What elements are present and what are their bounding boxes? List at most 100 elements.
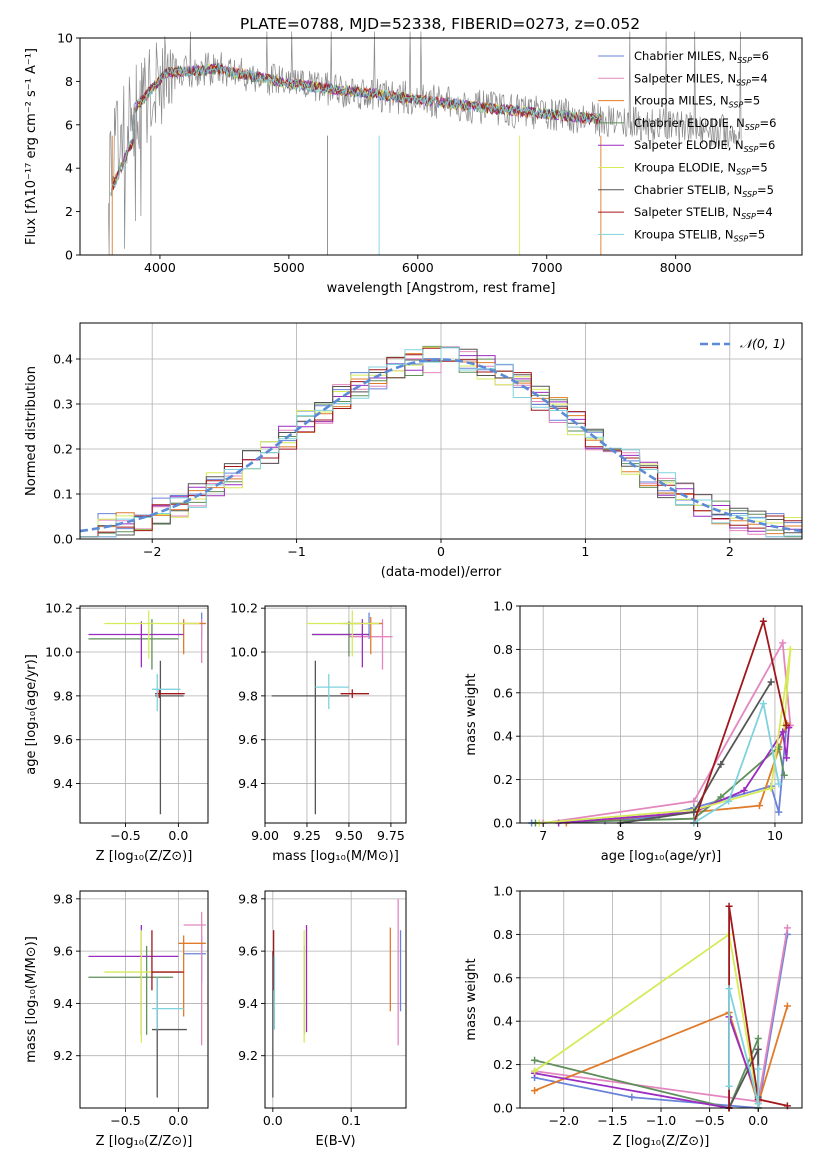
mass-weight-vs-age-marker — [779, 728, 787, 736]
age-vs-mass-grid — [264, 606, 406, 823]
legend-entry-name: Salpeter MILES, N — [634, 71, 736, 85]
mass-weight-vs-Z-line-salpeter-elodie — [534, 1016, 760, 1110]
spectrum-ytick-label: 10 — [57, 31, 73, 46]
spectrum-ytick-label: 0 — [65, 248, 73, 263]
mass-vs-Z-ytick-label: 9.6 — [53, 944, 73, 959]
residuals-ytick-label: 0.3 — [53, 397, 73, 412]
age-vs-mass-ytick-label: 9.4 — [238, 776, 258, 791]
age-vs-Z-point-salpeter-stelib — [155, 689, 185, 699]
mass-weight-vs-age-marker — [690, 808, 698, 816]
mass-vs-Z-xtick-label: −0.5 — [110, 1113, 140, 1128]
mass-vs-ebv-panel: 0.0 0.1 9.2 9.4 9.6 9.8 E(B-V) — [238, 890, 407, 1149]
age-vs-Z-xtick-label: −0.5 — [110, 828, 140, 843]
age-vs-Z-xlabel: Z [log₁₀(Z/Z⊙)] — [96, 849, 193, 864]
legend-entry-name: Chabrier STELIB, N — [634, 183, 742, 197]
mass-weight-vs-age-frame — [519, 605, 803, 824]
age-vs-Z-ytick-label: 9.4 — [53, 776, 73, 791]
age-vs-mass-point-chabrier-stelib — [271, 660, 349, 815]
mass-weight-vs-age-xtick-label: 7 — [539, 828, 547, 843]
mass-weight-vs-Z-line-kroupa-elodie — [534, 932, 760, 1104]
age-vs-mass-xtick-label: 9.00 — [251, 828, 279, 843]
legend-entry-value: =5 — [751, 161, 768, 175]
mass-weight-vs-Z-ytick-label: 0.2 — [493, 1057, 513, 1072]
residuals-ytick-label: 0.1 — [53, 487, 73, 502]
mass-weight-vs-Z-marker — [754, 1065, 762, 1073]
residuals-ytick-label: 0.0 — [53, 532, 73, 547]
model-spectrum-kroupa-stelib — [110, 62, 602, 197]
mass-weight-vs-Z-marker — [754, 1035, 762, 1043]
legend-entry-sub: SSP — [729, 101, 744, 110]
residuals-ylabel: Normed distribution — [24, 366, 39, 496]
mass-weight-vs-Z-xtick-label: −1.0 — [646, 1113, 676, 1128]
mass-weight-vs-age-marker — [783, 754, 791, 762]
model-spectrum-salpeter-stelib — [110, 63, 602, 197]
legend-entry-salpeter-miles: Salpeter MILES, NSSP=4 — [634, 71, 768, 87]
legend-entry-value: =6 — [752, 49, 769, 63]
residuals-xtick-label: 2 — [726, 544, 734, 559]
mass-weight-vs-Z-marker — [725, 1082, 733, 1090]
mass-weight-vs-age-marker — [717, 793, 725, 801]
age-vs-mass-ytick-label: 9.6 — [238, 732, 258, 747]
normal-distribution-curve — [79, 358, 803, 533]
mass-weight-vs-Z-marker — [783, 924, 791, 932]
spectrum-ytick-label: 6 — [65, 117, 73, 132]
age-vs-metallicity-panel: −0.5 0.0 9.4 9.6 9.8 10.0 10.2 Z [log₁₀(Z/Z⊙)] a… — [24, 601, 209, 864]
mass-vs-EBV-xtick-label: 0.1 — [341, 1113, 361, 1128]
mass-weight-vs-age-xtick-label: 8 — [616, 828, 624, 843]
legend-entry-sub: SSP — [744, 145, 759, 154]
mass-weight-vs-age-ytick-label: 0.6 — [493, 685, 513, 700]
age-vs-mass-xtick-label: 9.25 — [293, 828, 321, 843]
residual-histogram-kroupa-stelib — [80, 347, 802, 538]
legend-entry-chabrier-stelib: Chabrier STELIB, NSSP=5 — [634, 183, 774, 199]
age-vs-Z-xtick-label: 0.0 — [168, 828, 188, 843]
mass-vs-Z-ytick-label: 9.4 — [53, 996, 73, 1011]
mass-vs-Z-ylabel: mass [log₁₀(M/M⊙)] — [24, 936, 39, 1063]
mass-weight-vs-age-marker — [767, 784, 775, 792]
mass-vs-Z-point-kroupa-miles — [178, 935, 206, 1017]
legend-entry-value: =4 — [756, 205, 773, 219]
model-spectrum-kroupa-miles — [110, 64, 603, 197]
mass-weight-vs-Z-marker — [531, 1087, 539, 1095]
legend-entry-value: =6 — [760, 116, 777, 130]
legend-entry-value: =5 — [757, 183, 774, 197]
legend-entry-chabrier-miles: Chabrier MILES, NSSP=6 — [634, 49, 769, 65]
spectrum-frame — [79, 37, 803, 256]
age-vs-Z-point-chabrier-stelib — [155, 660, 184, 815]
residuals-ytick-label: 0.2 — [53, 442, 73, 457]
mass-vs-EBV-grid — [265, 891, 406, 1108]
mass-weight-vs-age-ytick-label: 0.8 — [493, 642, 513, 657]
model-spectrum-kroupa-elodie — [110, 63, 602, 197]
mass-weight-vs-age-marker — [779, 639, 787, 647]
mass-weight-vs-age-xtick-label: 9 — [694, 828, 702, 843]
spectrum-panel: PLATE=0788, MJD=52338, FIBERID=0273, z=0… — [24, 15, 803, 296]
spectrum-xtick-label: 7000 — [531, 260, 563, 275]
age-vs-Z-point-chabrier-elodie — [88, 619, 179, 670]
mass-weight-vs-age-marker — [780, 771, 788, 779]
spectrum-xlabel: wavelength [Angstrom, rest frame] — [327, 281, 556, 296]
legend-entry-name: Salpeter ELODIE, N — [634, 138, 744, 152]
mass-weight-vs-age-marker — [775, 780, 783, 788]
legend-entry-sub: SSP — [736, 78, 751, 87]
age-vs-mass-point-kroupa-miles — [340, 616, 383, 655]
mass-weight-vs-age-marker — [725, 797, 733, 805]
age-vs-mass-ytick-label: 10.0 — [230, 645, 258, 660]
legend-entry-chabrier-elodie: Chabrier ELODIE, NSSP=6 — [634, 116, 776, 132]
residuals-xlabel: (data-model)/error — [381, 565, 502, 580]
mass-vs-EBV-frame — [264, 890, 407, 1109]
legend-entry-name: Kroupa STELIB, N — [634, 227, 734, 241]
spectrum-ytick-label: 4 — [65, 161, 73, 176]
mass-vs-EBV-ytick-label: 9.4 — [238, 996, 258, 1011]
mass-weight-vs-Z-marker — [725, 985, 733, 993]
age-vs-mass-xtick-label: 9.50 — [335, 828, 363, 843]
mass-vs-Z-grid — [80, 891, 208, 1108]
mass-weight-vs-age-line-kroupa-miles — [566, 722, 788, 824]
spectrum-ytick-label: 8 — [65, 74, 73, 89]
mass-weight-vs-age-marker — [717, 760, 725, 768]
age-vs-Z-ytick-label: 9.8 — [53, 688, 73, 703]
mass-weight-vs-Z-xlabel: Z [log₁₀(Z/Z⊙)] — [613, 1134, 710, 1149]
mass-weight-vs-Z-marker — [725, 902, 733, 910]
model-spectrum-chabrier-miles — [110, 62, 603, 197]
spectrum-ylabel: Flux [fλ10⁻¹⁷ erg cm⁻² s⁻¹ A⁻¹] — [24, 48, 39, 245]
mass-weight-vs-age-marker — [767, 678, 775, 686]
